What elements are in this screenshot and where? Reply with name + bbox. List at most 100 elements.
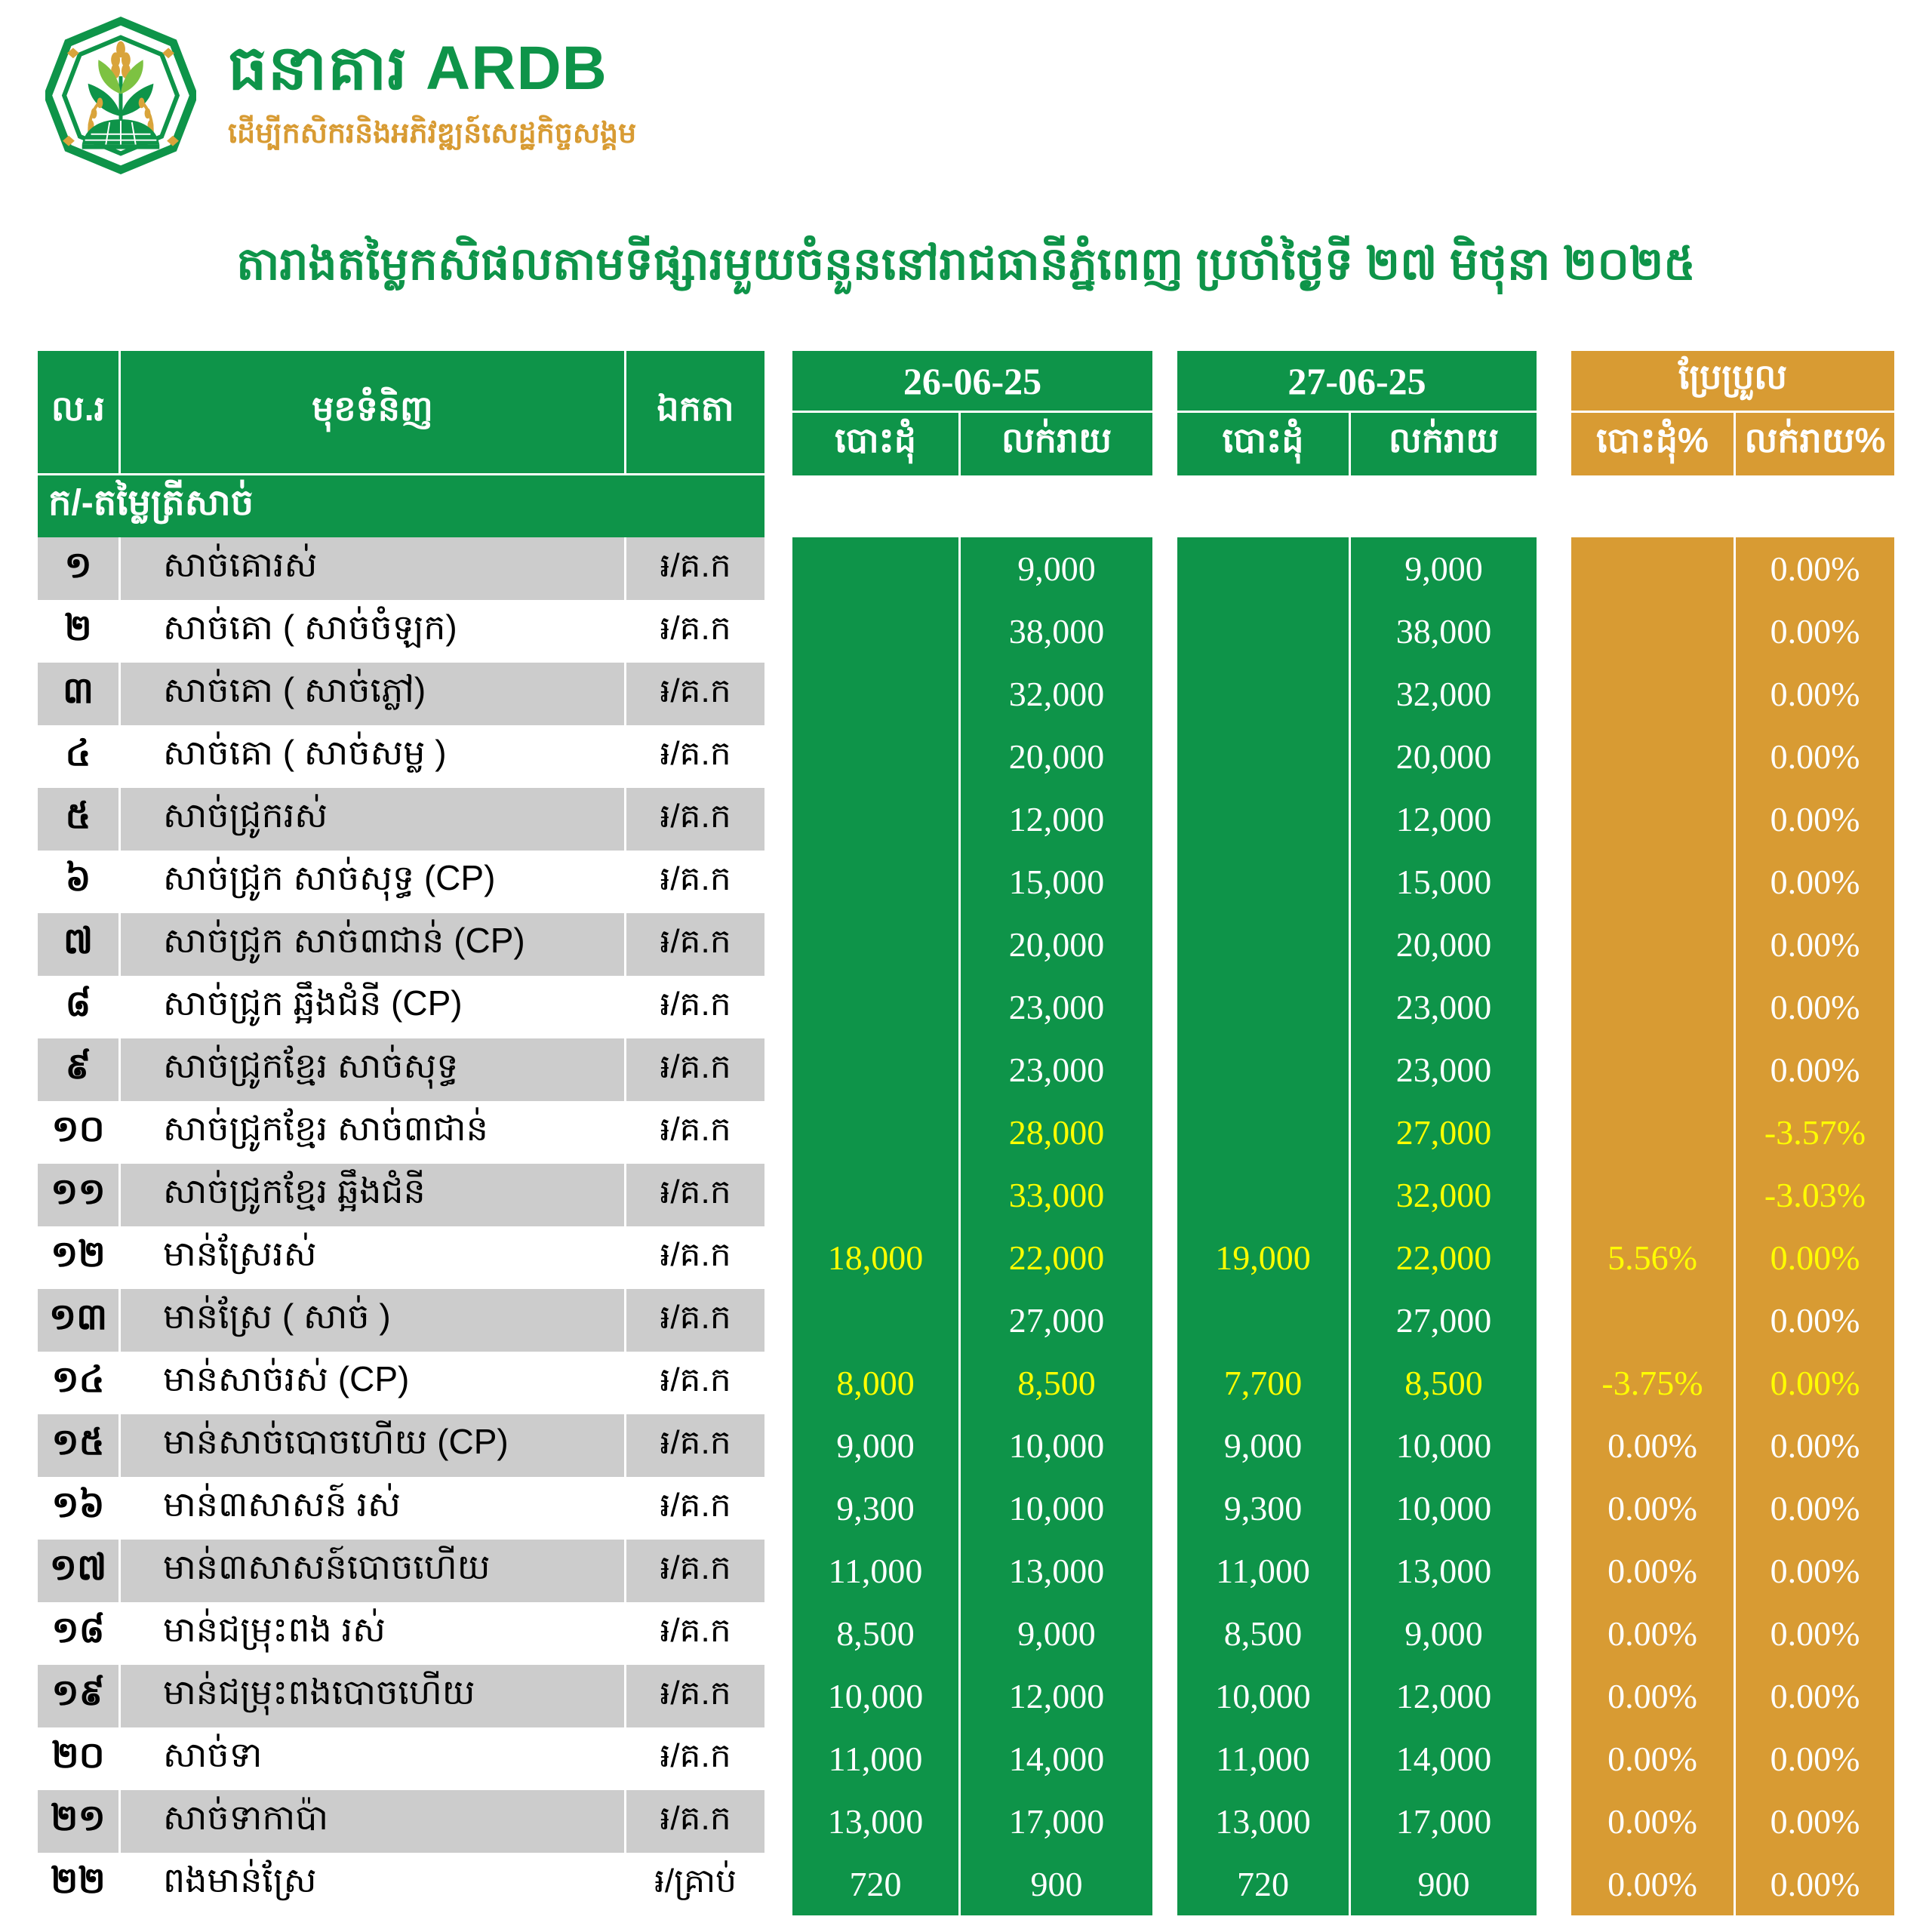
price-26-retail: 900 (961, 1853, 1152, 1915)
price-26-wholesale (792, 1038, 961, 1101)
item-name: សាច់គោ ( សាច់ភ្លៅ) (121, 663, 626, 725)
item-name: មាន់៣សាសន៍បោចហើយ (121, 1540, 626, 1602)
price-27-wholesale (1177, 663, 1351, 725)
item-unit: ៛/គ.ក (626, 1352, 764, 1414)
change-wholesale: 5.56% (1571, 1226, 1736, 1289)
price-27-wholesale: 720 (1177, 1853, 1351, 1915)
price-26-wholesale (792, 788, 961, 851)
brand-tagline: ដើម្បីកសិករនិងអភិវឌ្ឍន៍សេដ្ឋកិច្ចសង្គម (228, 118, 637, 150)
change-retail: 0.00% (1736, 1540, 1894, 1602)
item-unit: ៛/គ.ក (626, 725, 764, 788)
item-unit: ៛/គ.ក (626, 663, 764, 725)
change-wholesale: 0.00% (1571, 1414, 1736, 1477)
price-26-wholesale: 9,300 (792, 1477, 961, 1540)
change-wholesale: 0.00% (1571, 1853, 1736, 1915)
item-unit: ៛/គ្រាប់ (626, 1853, 764, 1915)
price-26-wholesale (792, 1101, 961, 1164)
item-name: មាន់ជម្រុះពង រស់ (121, 1602, 626, 1665)
price-26-wholesale: 11,000 (792, 1727, 961, 1790)
row-no: ២ (38, 600, 121, 663)
price-27-retail: 13,000 (1351, 1540, 1537, 1602)
row-no: ២១ (38, 1790, 121, 1853)
item-name: មាន់សាច់រស់ (CP) (121, 1352, 626, 1414)
price-26-wholesale (792, 976, 961, 1038)
item-unit: ៛/គ.ក (626, 1477, 764, 1540)
price-26-retail: 9,000 (961, 1602, 1152, 1665)
row-no: ១៩ (38, 1665, 121, 1727)
item-unit: ៛/គ.ក (626, 1101, 764, 1164)
item-unit: ៛/គ.ក (626, 1665, 764, 1727)
brand-header: ធនាគារ ARDB ដើម្បីកសិករនិងអភិវឌ្ឍន៍សេដ្ឋ… (45, 14, 636, 180)
change-wholesale (1571, 1164, 1736, 1226)
change-retail: 0.00% (1736, 1853, 1894, 1915)
price-27-retail: 20,000 (1351, 725, 1537, 788)
price-27-wholesale: 11,000 (1177, 1727, 1351, 1790)
price-26-retail: 12,000 (961, 1665, 1152, 1727)
item-name: មាន់៣សាសន៍ រស់ (121, 1477, 626, 1540)
price-26-retail: 23,000 (961, 976, 1152, 1038)
price-26-wholesale (792, 1164, 961, 1226)
change-retail: 0.00% (1736, 663, 1894, 725)
change-retail: 0.00% (1736, 1727, 1894, 1790)
change-wholesale: 0.00% (1571, 1602, 1736, 1665)
item-unit: ៛/គ.ក (626, 788, 764, 851)
price-26-retail: 13,000 (961, 1540, 1152, 1602)
price-27-retail: 9,000 (1351, 537, 1537, 600)
price-26-wholesale: 9,000 (792, 1414, 961, 1477)
price-27-wholesale (1177, 976, 1351, 1038)
row-no: ២០ (38, 1727, 121, 1790)
change-retail: 0.00% (1736, 788, 1894, 851)
price-27-retail: 8,500 (1351, 1352, 1537, 1414)
row-no: ៥ (38, 788, 121, 851)
date-header-26-06-25: 26-06-25 (792, 351, 1152, 413)
price-26-retail: 12,000 (961, 788, 1152, 851)
price-27-wholesale (1177, 600, 1351, 663)
price-27-wholesale (1177, 913, 1351, 976)
price-27-retail: 32,000 (1351, 663, 1537, 725)
item-name: មាន់ស្រែ ( សាច់ ) (121, 1289, 626, 1352)
subheader-26-retail: លក់រាយ (961, 413, 1152, 475)
change-group-header: ប្រែប្រួល (1571, 351, 1894, 413)
row-no: ១៧ (38, 1540, 121, 1602)
change-wholesale (1571, 976, 1736, 1038)
price-27-wholesale: 8,500 (1177, 1602, 1351, 1665)
price-27-wholesale (1177, 1101, 1351, 1164)
row-no: ១០ (38, 1101, 121, 1164)
change-retail: 0.00% (1736, 1414, 1894, 1477)
row-no: ១ (38, 537, 121, 600)
item-name: សាច់ជ្រូក សាច់៣ជាន់ (CP) (121, 913, 626, 976)
change-wholesale (1571, 913, 1736, 976)
change-wholesale (1571, 600, 1736, 663)
row-no: ១៤ (38, 1352, 121, 1414)
price-26-wholesale (792, 537, 961, 600)
change-wholesale: 0.00% (1571, 1540, 1736, 1602)
item-name: មាន់សាច់បោចហើយ (CP) (121, 1414, 626, 1477)
price-27-retail: 23,000 (1351, 1038, 1537, 1101)
price-26-retail: 10,000 (961, 1477, 1152, 1540)
row-no: ១១ (38, 1164, 121, 1226)
row-no: ១៣ (38, 1289, 121, 1352)
price-27-wholesale (1177, 851, 1351, 913)
item-unit: ៛/គ.ក (626, 537, 764, 600)
row-no: ៧ (38, 913, 121, 976)
item-name: ពងមាន់ស្រែ (121, 1853, 626, 1915)
brand-name: ធនាគារ ARDB (228, 33, 608, 103)
col-header-unit: ឯកតា (626, 351, 764, 475)
item-unit: ៛/គ.ក (626, 1038, 764, 1101)
price-26-wholesale (792, 663, 961, 725)
price-26-retail: 10,000 (961, 1414, 1152, 1477)
price-26-wholesale (792, 851, 961, 913)
item-name: សាច់ជ្រូក សាច់សុទ្ធ (CP) (121, 851, 626, 913)
col-header-no: ល.រ (38, 351, 121, 475)
item-unit: ៛/គ.ក (626, 1602, 764, 1665)
price-26-wholesale (792, 600, 961, 663)
price-26-wholesale: 8,500 (792, 1602, 961, 1665)
price-table: ល.រ មុខទំនិញ ឯកតា 26-06-25 បោះដុំ លក់រាយ… (38, 351, 1894, 1915)
item-unit: ៛/គ.ក (626, 1164, 764, 1226)
subheader-26-wholesale: បោះដុំ (792, 413, 961, 475)
price-27-retail: 32,000 (1351, 1164, 1537, 1226)
price-26-retail: 20,000 (961, 913, 1152, 976)
price-27-retail: 23,000 (1351, 976, 1537, 1038)
price-27-retail: 17,000 (1351, 1790, 1537, 1853)
